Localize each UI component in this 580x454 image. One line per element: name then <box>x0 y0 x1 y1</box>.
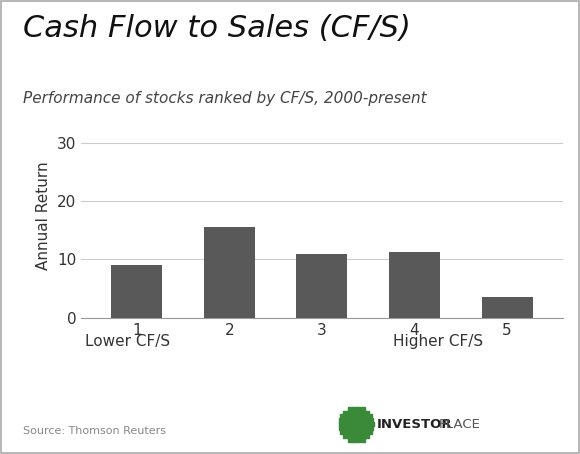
Point <box>340 417 349 424</box>
Text: Higher CF/S: Higher CF/S <box>393 334 483 349</box>
Point <box>364 421 373 428</box>
Point <box>365 413 375 420</box>
Bar <box>204 227 255 318</box>
Point <box>339 421 349 428</box>
Text: PLACE: PLACE <box>439 418 481 431</box>
Bar <box>481 297 532 318</box>
Point <box>351 425 361 432</box>
Point <box>362 409 372 416</box>
Bar <box>389 252 440 318</box>
Point <box>347 417 357 424</box>
Point <box>356 417 365 424</box>
Point <box>359 409 368 416</box>
Point <box>345 437 354 444</box>
Point <box>336 425 346 432</box>
Point <box>356 425 365 432</box>
Point <box>353 429 362 436</box>
Point <box>351 417 361 424</box>
Point <box>346 429 355 436</box>
Point <box>336 421 345 428</box>
Point <box>355 409 364 416</box>
Point <box>354 405 363 412</box>
Point <box>358 437 367 444</box>
Text: Cash Flow to Sales (CF/S): Cash Flow to Sales (CF/S) <box>23 14 411 43</box>
Point <box>346 421 356 428</box>
Point <box>350 429 359 436</box>
Point <box>367 421 376 428</box>
Point <box>340 433 350 440</box>
Point <box>359 433 368 440</box>
Point <box>363 417 372 424</box>
Point <box>361 429 371 436</box>
Point <box>351 409 361 416</box>
Point <box>342 429 351 436</box>
Point <box>360 421 369 428</box>
Point <box>340 409 350 416</box>
Point <box>348 433 357 440</box>
Point <box>344 417 353 424</box>
Point <box>338 429 347 436</box>
Y-axis label: Annual Return: Annual Return <box>37 161 52 270</box>
Point <box>353 413 362 420</box>
Point <box>355 433 364 440</box>
Point <box>361 413 371 420</box>
Point <box>344 433 353 440</box>
Point <box>357 429 367 436</box>
Point <box>365 429 375 436</box>
Point <box>354 437 363 444</box>
Point <box>359 417 368 424</box>
Point <box>344 425 353 432</box>
Point <box>359 425 368 432</box>
Point <box>344 409 353 416</box>
Text: INVESTOR: INVESTOR <box>377 418 452 431</box>
Point <box>350 413 359 420</box>
Text: Source: Thomson Reuters: Source: Thomson Reuters <box>23 426 166 436</box>
Point <box>340 425 349 432</box>
Point <box>367 425 376 432</box>
Bar <box>111 265 162 318</box>
Point <box>351 433 361 440</box>
Point <box>367 417 376 424</box>
Point <box>353 421 362 428</box>
Bar <box>296 254 347 318</box>
Point <box>343 421 352 428</box>
Point <box>347 425 357 432</box>
Point <box>350 421 359 428</box>
Point <box>357 413 367 420</box>
Point <box>336 417 346 424</box>
Point <box>348 409 357 416</box>
Point <box>349 437 358 444</box>
Text: Lower CF/S: Lower CF/S <box>85 334 170 349</box>
Point <box>338 413 347 420</box>
Point <box>357 421 366 428</box>
Point <box>342 413 351 420</box>
Point <box>346 413 355 420</box>
Point <box>349 405 358 412</box>
Point <box>345 405 354 412</box>
Point <box>362 433 372 440</box>
Point <box>363 425 372 432</box>
Point <box>358 405 367 412</box>
Text: Performance of stocks ranked by CF/S, 2000-present: Performance of stocks ranked by CF/S, 20… <box>23 91 427 106</box>
